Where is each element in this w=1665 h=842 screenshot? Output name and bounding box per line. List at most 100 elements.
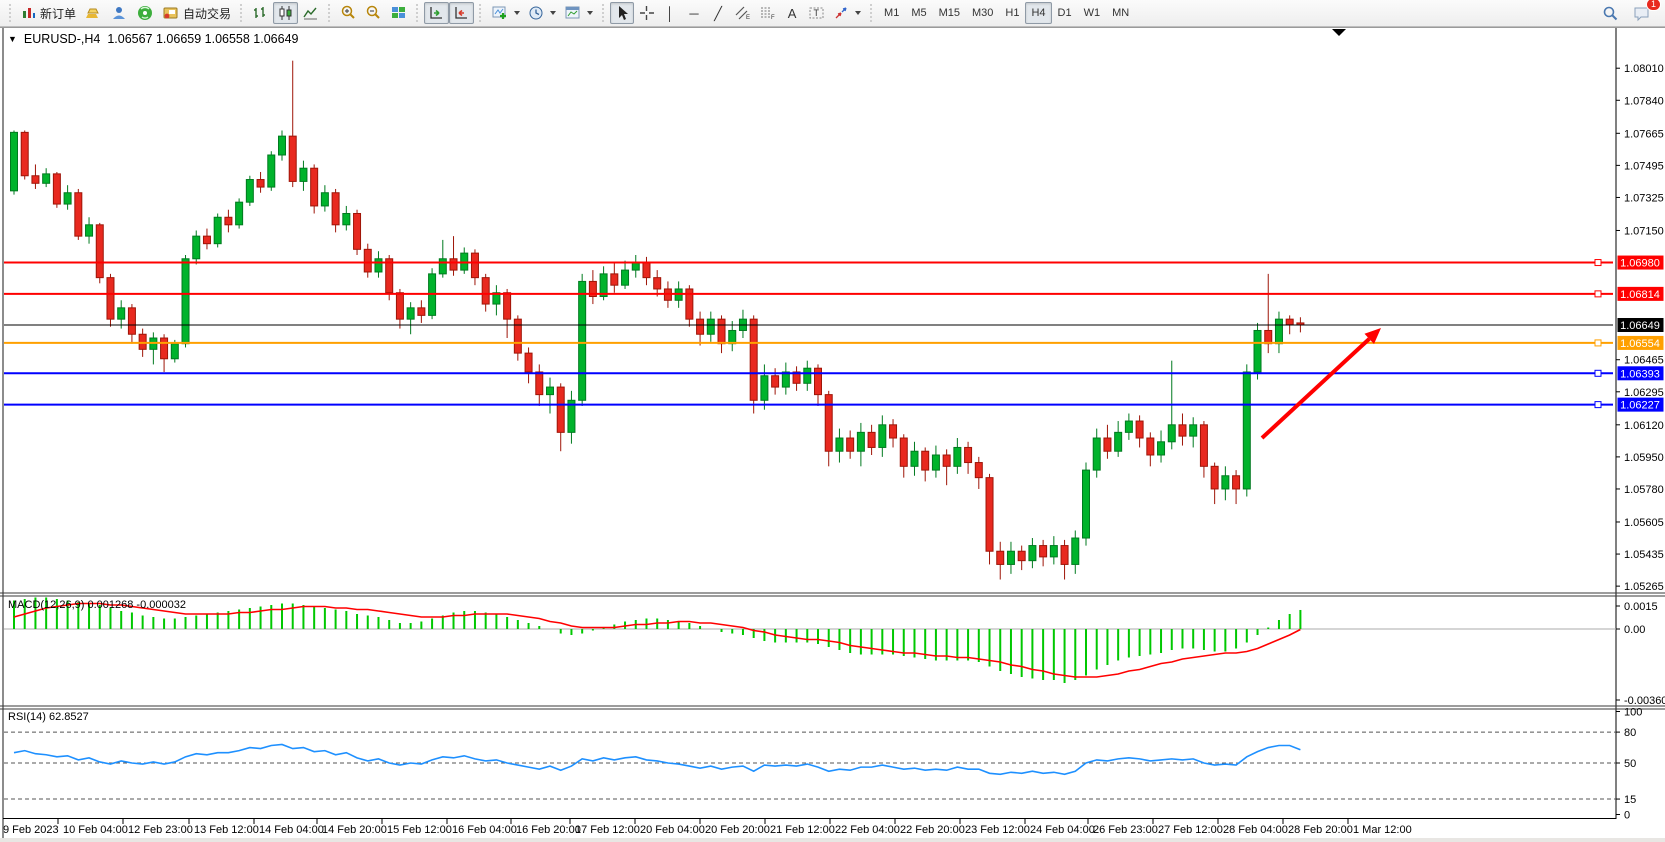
pane-divider-1[interactable] <box>0 592 1665 597</box>
svg-text:20 Feb 04:00: 20 Feb 04:00 <box>640 824 705 836</box>
crosshair-button[interactable] <box>634 2 658 24</box>
chart-shift-icon <box>455 7 468 19</box>
rsi-pane: 100 80 50 15 0 <box>4 707 1642 822</box>
arrows-button[interactable] <box>829 2 865 24</box>
text-button[interactable]: A <box>780 2 804 24</box>
trendline-icon: ╱ <box>714 5 722 21</box>
new-order-icon <box>23 8 35 18</box>
cursor-button[interactable] <box>610 2 635 24</box>
window-bottom-edge <box>0 838 1665 842</box>
candlestick-button[interactable] <box>273 2 299 24</box>
zoom-in-button[interactable] <box>336 2 361 24</box>
svg-text:22 Feb 04:00: 22 Feb 04:00 <box>835 824 900 836</box>
horizontal-line-icon: ─ <box>689 5 699 21</box>
svg-text:14 Feb 20:00: 14 Feb 20:00 <box>322 824 387 836</box>
timeframe-m1-button[interactable]: M1 <box>878 2 905 24</box>
svg-text:24 Feb 04:00: 24 Feb 04:00 <box>1030 824 1095 836</box>
fibonacci-button[interactable]: F <box>755 2 780 24</box>
toolbar-grip <box>326 4 334 22</box>
arrow-objects-icon <box>835 7 847 19</box>
svg-text:1.05950: 1.05950 <box>1624 452 1664 464</box>
chart-title: ▼ EURUSD-,H4 1.06567 1.06659 1.06558 1.0… <box>8 32 298 46</box>
gold-icon <box>86 8 99 18</box>
svg-text:10 Feb 04:00: 10 Feb 04:00 <box>63 824 128 836</box>
rsi-indicator-label: RSI(14) 62.8527 <box>8 711 89 723</box>
svg-text:F: F <box>771 15 775 21</box>
horizontal-lines[interactable]: 1.06980 1.06814 1.06649 1.06554 1.06393 1.062… <box>4 255 1664 412</box>
svg-text:15: 15 <box>1624 794 1636 806</box>
svg-text:15 Feb 12:00: 15 Feb 12:00 <box>387 824 452 836</box>
channel-button[interactable]: E <box>730 2 755 24</box>
indicators-button[interactable] <box>487 2 524 24</box>
svg-text:27 Feb 12:00: 27 Feb 12:00 <box>1158 824 1223 836</box>
bar-chart-button[interactable] <box>248 2 273 24</box>
pane-divider-2[interactable] <box>0 705 1665 710</box>
svg-text:22 Feb 20:00: 22 Feb 20:00 <box>900 824 965 836</box>
svg-text:1.07665: 1.07665 <box>1624 128 1664 140</box>
new-order-button[interactable]: 新订单 <box>17 2 80 24</box>
zoom-out-button[interactable] <box>361 2 386 24</box>
rsi-line <box>13 743 1301 776</box>
svg-text:13 Feb 12:00: 13 Feb 12:00 <box>194 824 259 836</box>
timeframe-d1-button[interactable]: D1 <box>1052 2 1078 24</box>
timeframe-mn-button[interactable]: MN <box>1106 2 1135 24</box>
timeframe-m30-button[interactable]: M30 <box>966 2 999 24</box>
chart-shift-marker[interactable] <box>1332 29 1346 36</box>
candles <box>10 60 1305 580</box>
trend-arrow-object[interactable] <box>1260 328 1381 440</box>
toolbar-grip <box>7 4 14 22</box>
collapse-panel-icon[interactable]: ▼ <box>8 34 17 44</box>
new-order-label: 新订单 <box>40 6 77 21</box>
line-chart-button[interactable] <box>298 2 323 24</box>
macd-pane: 0.0015 0.00 -0.003609 <box>4 597 1665 707</box>
account-button[interactable] <box>106 2 132 24</box>
chart-shift-button[interactable] <box>449 2 475 24</box>
tile-windows-button[interactable] <box>386 2 411 24</box>
svg-text:21 Feb 12:00: 21 Feb 12:00 <box>770 824 835 836</box>
timeframe-h1-button[interactable]: H1 <box>999 2 1025 24</box>
svg-text:16 Feb 04:00: 16 Feb 04:00 <box>452 824 517 836</box>
svg-text:1.06649: 1.06649 <box>1620 320 1660 332</box>
svg-text:0: 0 <box>1624 810 1630 822</box>
autoscroll-button[interactable] <box>424 2 450 24</box>
trendline-button[interactable]: ╱ <box>706 2 730 24</box>
svg-text:100: 100 <box>1624 707 1642 719</box>
timeframe-m5-button[interactable]: M5 <box>905 2 932 24</box>
text-label-button[interactable]: T <box>804 2 829 24</box>
svg-text:12 Feb 23:00: 12 Feb 23:00 <box>128 824 193 836</box>
candlestick-icon <box>279 6 292 20</box>
svg-text:50: 50 <box>1624 758 1636 770</box>
macd-indicator-label: MACD(12,26,9) 0.001268 -0.000032 <box>8 599 186 611</box>
tile-windows-icon <box>392 7 406 18</box>
svg-text:0.00: 0.00 <box>1624 624 1645 636</box>
symbol-period-label: EURUSD-,H4 <box>23 32 101 46</box>
chart-frame <box>0 27 1665 819</box>
cursor-icon <box>618 6 628 20</box>
autotrade-button[interactable]: 自动交易 <box>158 2 235 24</box>
svg-text:1.06120: 1.06120 <box>1624 420 1664 432</box>
price-axis[interactable]: 1.08010 1.07840 1.07665 1.07495 1.07325 1.071… <box>1616 63 1664 593</box>
timeframe-m15-button[interactable]: M15 <box>933 2 966 24</box>
search-button[interactable] <box>1598 2 1623 24</box>
vertical-line-button[interactable]: │ <box>658 2 682 24</box>
equidistant-channel-icon: E <box>735 6 750 21</box>
zoom-out-icon <box>366 5 380 19</box>
svg-text:20 Feb 20:00: 20 Feb 20:00 <box>705 824 770 836</box>
svg-text:1.06980: 1.06980 <box>1620 258 1660 270</box>
time-axis[interactable]: 9 Feb 2023 10 Feb 04:00 12 Feb 23:00 13 Feb… <box>3 819 1412 836</box>
indicators-icon <box>492 6 507 19</box>
timeframe-w1-button[interactable]: W1 <box>1078 2 1107 24</box>
gold-button[interactable] <box>80 2 106 24</box>
svg-text:1.06295: 1.06295 <box>1624 387 1664 399</box>
horizontal-line-button[interactable]: ─ <box>682 2 706 24</box>
account-person-icon <box>113 7 126 19</box>
timeframe-h4-button[interactable]: H4 <box>1025 2 1052 24</box>
periods-button[interactable] <box>524 2 560 24</box>
arrows-caret-icon <box>855 11 862 15</box>
svg-text:1 Mar 12:00: 1 Mar 12:00 <box>1353 824 1412 836</box>
signals-button[interactable] <box>132 2 158 24</box>
svg-text:1.07840: 1.07840 <box>1624 95 1664 107</box>
templates-button[interactable] <box>560 2 597 24</box>
signals-icon <box>138 6 153 20</box>
